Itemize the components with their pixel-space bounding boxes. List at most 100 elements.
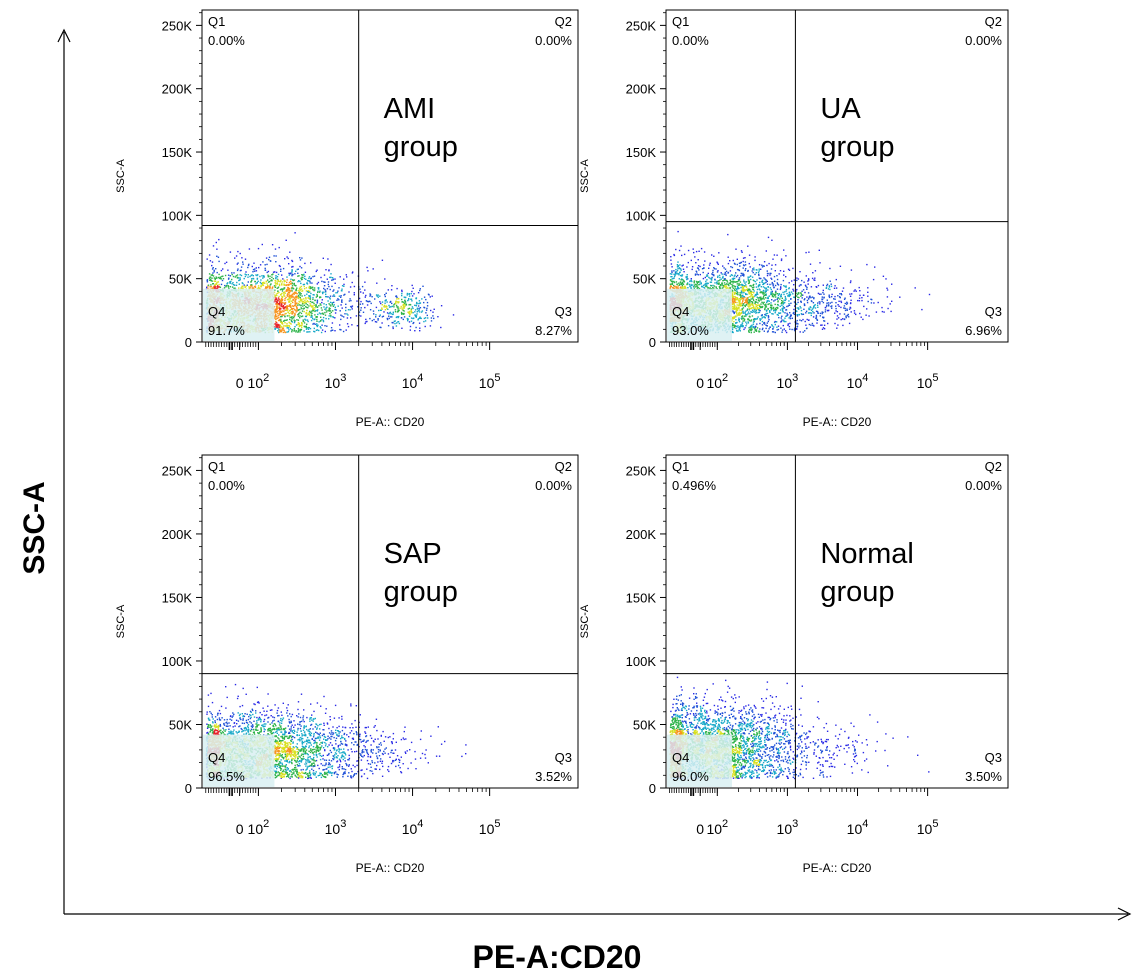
event-dot (683, 253, 686, 256)
event-dot (383, 305, 385, 308)
event-dot (786, 315, 788, 317)
event-dot (335, 309, 337, 311)
event-dot (386, 307, 388, 310)
event-dot (690, 279, 692, 282)
event-dot (294, 300, 296, 302)
event-dot (293, 317, 295, 319)
event-dot (206, 281, 209, 283)
event-dot (257, 285, 260, 287)
event-dot (744, 299, 746, 301)
event-dot (802, 331, 804, 333)
event-dot (796, 325, 799, 327)
event-dot (321, 329, 324, 331)
event-dot (712, 284, 714, 287)
event-dot (282, 278, 284, 280)
event-dot (386, 312, 389, 314)
event-dot (690, 259, 692, 262)
event-dot (338, 299, 340, 301)
event-dot (379, 314, 381, 316)
event-dot (277, 290, 279, 292)
event-dot (306, 293, 308, 295)
event-dot (729, 270, 732, 272)
event-dot (374, 321, 377, 323)
event-dot (767, 297, 769, 300)
event-dot (722, 265, 724, 267)
event-dot (717, 263, 719, 265)
event-dot (325, 293, 327, 295)
event-dot (757, 297, 759, 299)
event-dot (289, 326, 291, 328)
event-dot (297, 327, 299, 330)
event-dot (721, 284, 724, 286)
event-dot (322, 319, 325, 322)
event-dot (780, 286, 782, 288)
event-dot (403, 296, 405, 298)
event-dot (288, 288, 290, 290)
event-dot (407, 311, 409, 313)
event-dot (699, 265, 701, 268)
event-dot (754, 303, 756, 305)
event-dot (276, 278, 279, 280)
event-dot (278, 329, 280, 331)
event-dot (771, 292, 773, 294)
event-dot (415, 316, 417, 318)
event-dot (316, 306, 319, 308)
event-dot (278, 316, 280, 319)
quadrant-name-q2: Q2 (555, 14, 572, 29)
event-dot (302, 276, 304, 278)
event-dot (291, 266, 293, 268)
event-dot (795, 323, 797, 325)
event-dot (392, 311, 394, 313)
event-dot (288, 263, 290, 265)
event-dot (405, 304, 407, 306)
event-dot (794, 327, 796, 329)
event-dot (415, 305, 417, 307)
event-dot (731, 302, 734, 304)
event-dot (293, 329, 296, 331)
event-dot (751, 309, 754, 311)
event-dot (740, 286, 742, 289)
event-dot (285, 312, 287, 315)
event-dot (213, 287, 215, 289)
event-dot (400, 311, 403, 314)
event-dot (291, 259, 293, 262)
event-dot (742, 299, 744, 302)
event-dot (417, 319, 419, 321)
event-dot (678, 267, 681, 269)
event-dot (315, 270, 317, 273)
event-dot (827, 302, 830, 304)
event-dot (289, 297, 291, 299)
event-dot (280, 318, 282, 321)
event-dot (280, 301, 283, 304)
event-dot (316, 310, 318, 312)
event-dot (317, 309, 319, 311)
event-dot (400, 312, 403, 314)
event-dot (397, 311, 399, 313)
event-dot (289, 280, 292, 283)
event-dot (260, 279, 262, 281)
event-dot (275, 305, 278, 308)
event-dot (404, 296, 406, 299)
event-dot (680, 269, 682, 271)
event-dot (787, 268, 790, 270)
event-dot (396, 306, 398, 308)
event-dot (278, 264, 281, 267)
event-dot (762, 291, 764, 294)
event-dot (299, 328, 301, 331)
event-dot (283, 302, 285, 304)
event-dot (326, 306, 328, 308)
event-dot (350, 299, 352, 302)
event-dot (761, 314, 763, 316)
event-dot (298, 296, 300, 298)
event-dot (332, 316, 335, 319)
event-dot (307, 328, 310, 330)
event-dot (353, 285, 356, 288)
event-dot (736, 297, 738, 299)
event-dot (764, 297, 767, 299)
plot-frame (201, 9, 579, 343)
event-dot (279, 308, 282, 310)
event-dot (777, 325, 780, 327)
event-dot (774, 331, 776, 334)
event-dot (361, 285, 364, 288)
event-dot (425, 298, 427, 301)
